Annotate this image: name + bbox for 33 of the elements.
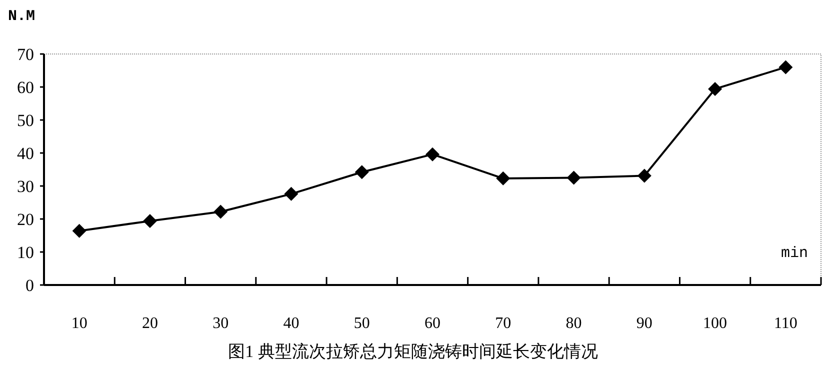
x-tick-label: 40 <box>283 315 300 332</box>
y-tick-label: 40 <box>17 144 34 163</box>
point <box>496 171 510 186</box>
point <box>142 214 157 228</box>
x-tick-label: 90 <box>636 315 652 332</box>
x-tick-label: 50 <box>354 315 370 332</box>
point <box>637 168 652 183</box>
text: 图1 典型流次拉矫总力矩随浇铸时间延长变化情况 <box>228 342 598 361</box>
x-tick-label: 80 <box>566 315 582 332</box>
point <box>708 82 722 96</box>
x-tick-label: 30 <box>212 315 229 332</box>
y-tick-label: 20 <box>17 210 34 229</box>
x-tick-label: 20 <box>142 315 158 332</box>
x-tick-label: 70 <box>495 315 512 332</box>
y-tick-label: 50 <box>17 111 34 130</box>
y-axis-title: N.M <box>8 8 36 25</box>
point <box>354 165 369 180</box>
y-tick-label: 30 <box>17 177 34 196</box>
y-tick-label: 60 <box>17 78 34 97</box>
x-tick-label: 100 <box>703 315 728 332</box>
point <box>284 186 298 201</box>
x-axis-title: min <box>780 245 808 262</box>
y-tick-label: 10 <box>17 243 34 262</box>
y-tick-label: 0 <box>26 276 34 295</box>
y-tick-label: 70 <box>17 45 34 64</box>
point <box>214 204 228 219</box>
point <box>426 147 440 162</box>
point <box>778 60 793 74</box>
point <box>566 170 581 185</box>
x-tick-label: 10 <box>71 315 88 332</box>
point <box>72 224 86 238</box>
x-tick-label: 60 <box>424 315 440 332</box>
x-tick-label: 110 <box>774 315 798 332</box>
